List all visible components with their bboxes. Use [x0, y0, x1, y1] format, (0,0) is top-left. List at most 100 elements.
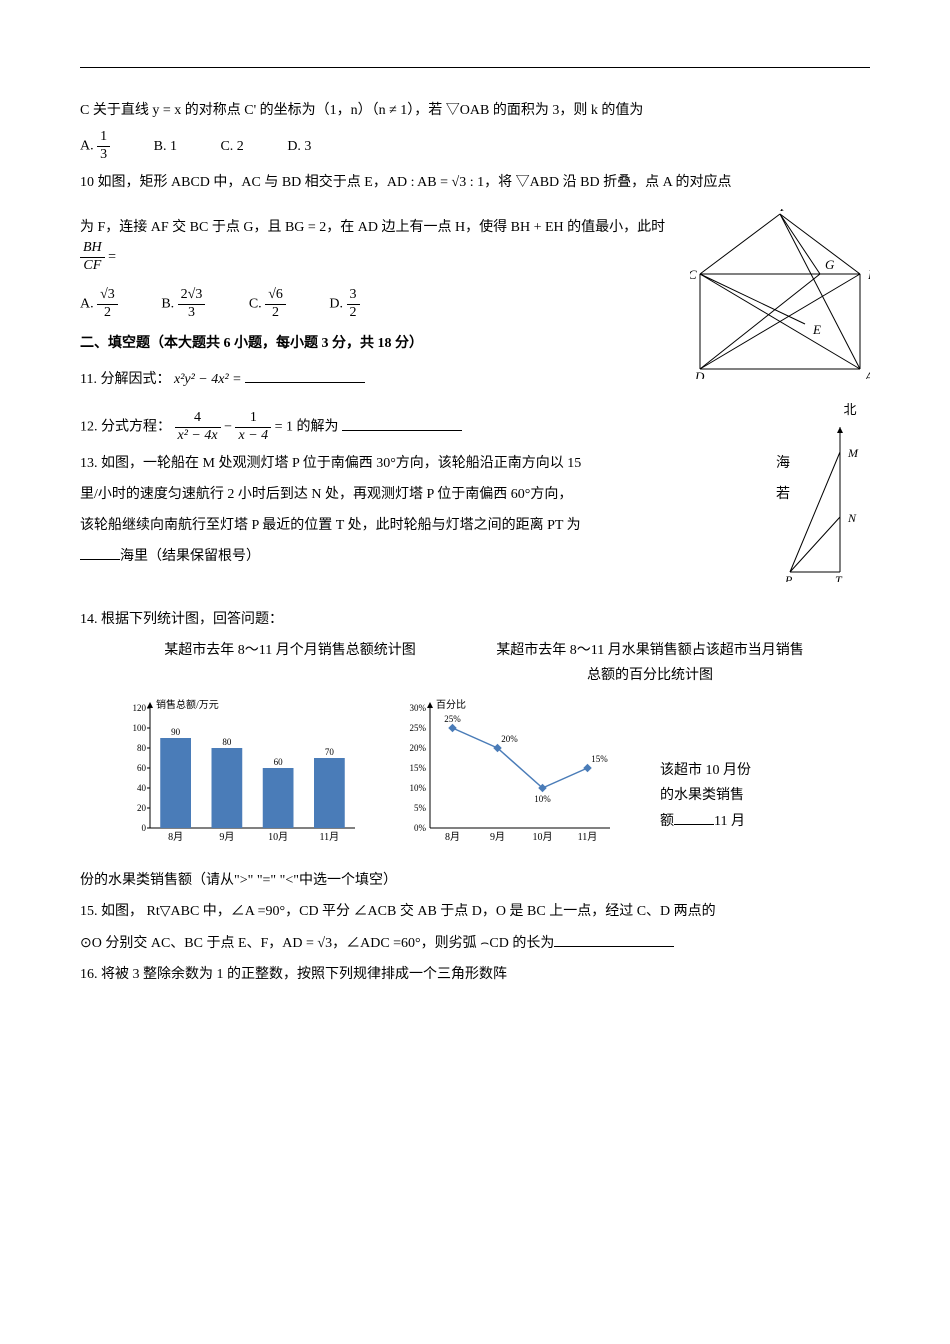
svg-text:百分比: 百分比	[436, 699, 466, 711]
d: 2	[265, 305, 286, 322]
q10-c: C. √62	[249, 287, 286, 322]
chart1-title: 某超市去年 8～11 月个月销售总额统计图	[140, 638, 440, 663]
svg-text:80: 80	[222, 737, 232, 747]
q10-options: A. √32 B. 2√33 C. √62 D. 32	[80, 287, 870, 322]
svg-text:80: 80	[137, 743, 147, 753]
n: 4	[175, 410, 221, 428]
chart2-title-l1: 某超市去年 8～11 月水果销售额占该超市当月销售	[470, 638, 830, 663]
bar-chart: 020406080100120销售总额/万元908月809月6010月7011月	[120, 698, 360, 858]
q11: 11. 分解因式： x²y² − 4x² =	[80, 367, 870, 392]
q9-opt-d: D. 3	[287, 134, 311, 159]
d: 2	[347, 305, 360, 322]
d: 2	[97, 305, 118, 322]
q14-tail: 份的水果类销售额（请从">" "=" "<"中选一个填空）	[80, 868, 870, 893]
blank	[554, 932, 674, 947]
lbl: C.	[249, 296, 262, 311]
q15-a: 15. 如图， Rt▽ABC 中，∠A =90°，CD 平分 ∠ACB 交 AB…	[80, 899, 870, 924]
lbl: B.	[161, 296, 174, 311]
f1: 4x² − 4x	[175, 410, 221, 445]
d: 3	[178, 305, 206, 322]
charts-row: 020406080100120销售总额/万元908月809月6010月7011月…	[120, 698, 870, 858]
minus: −	[224, 420, 235, 435]
svg-text:90: 90	[171, 727, 181, 737]
d: x − 4	[235, 428, 271, 445]
equals: =	[108, 250, 116, 265]
q9-opt-c: C. 2	[220, 134, 243, 159]
svg-text:20%: 20%	[410, 743, 427, 753]
svg-text:70: 70	[325, 747, 335, 757]
s3: 额 11 月	[660, 809, 751, 834]
svg-text:10%: 10%	[410, 783, 427, 793]
q13-l1: 13. 如图，一轮船在 M 处观测灯塔 P 位于南偏西 30°方向，该轮船沿正南…	[80, 451, 870, 476]
svg-text:10%: 10%	[534, 794, 551, 804]
chart2-title-l2: 总额的百分比统计图	[470, 663, 830, 688]
fraction: 13	[97, 129, 110, 164]
svg-text:F: F	[779, 209, 789, 214]
svg-text:10月: 10月	[533, 831, 553, 843]
text: 为 F，连接 AF 交 BC 于点 G，且 BG = 2，在 AD 边上有一点 …	[80, 220, 665, 235]
svg-text:25%: 25%	[410, 723, 427, 733]
svg-text:P: P	[784, 573, 793, 582]
text: 里/小时的速度匀速航行 2 小时后到达 N 处，再观测灯塔 P 位于南偏西 60…	[80, 487, 572, 502]
rtext: 海	[776, 451, 790, 476]
rtext: 若	[776, 482, 790, 507]
ratio: BHCF	[80, 240, 105, 275]
text: ⊙O 分别交 AC、BC 于点 E、F，AD = √3，∠ADC =60°，则劣…	[80, 936, 554, 951]
q9-options: A. 13 B. 1 C. 2 D. 3	[80, 129, 870, 164]
f2: 1x − 4	[235, 410, 271, 445]
opt-label: A.	[80, 139, 94, 154]
n: √6	[265, 287, 286, 305]
svg-text:11月: 11月	[320, 831, 340, 843]
n: √3	[97, 287, 118, 305]
q10-line1: 10 如图，矩形 ABCD 中，AC 与 BD 相交于点 E，AD : AB =…	[80, 170, 870, 195]
svg-text:E: E	[812, 322, 821, 337]
text: 13. 如图，一轮船在 M 处观测灯塔 P 位于南偏西 30°方向，该轮船沿正南…	[80, 456, 581, 471]
svg-text:8月: 8月	[168, 831, 183, 843]
svg-text:60: 60	[137, 763, 147, 773]
n: 1	[235, 410, 271, 428]
rhs: = 1 的解为	[275, 420, 342, 435]
s3a: 额	[660, 814, 674, 829]
s2: 的水果类销售	[660, 783, 751, 808]
svg-text:20%: 20%	[501, 734, 518, 744]
svg-text:15%: 15%	[410, 763, 427, 773]
expr: x²y² − 4x² =	[174, 372, 242, 387]
denominator: CF	[80, 258, 105, 275]
q13-l3: 该轮船继续向南航行至灯塔 P 最近的位置 T 处，此时轮船与灯塔之间的距离 PT…	[80, 513, 870, 538]
text: 海里（结果保留根号）	[120, 549, 260, 564]
svg-text:60: 60	[274, 757, 284, 767]
svg-text:120: 120	[133, 703, 147, 713]
q9-opt-a: A. 13	[80, 129, 110, 164]
s3b: 11 月	[714, 814, 745, 829]
q12: 12. 分式方程： 4x² − 4x − 1x − 4 = 1 的解为	[80, 410, 870, 445]
svg-text:9月: 9月	[490, 831, 505, 843]
blank	[80, 545, 120, 560]
label: 11. 分解因式：	[80, 372, 170, 387]
blank	[674, 810, 714, 825]
q9-opt-b: B. 1	[154, 134, 177, 159]
q10-a: A. √32	[80, 287, 118, 322]
top-rule	[80, 67, 870, 68]
svg-text:100: 100	[133, 723, 147, 733]
d: x² − 4x	[175, 428, 221, 445]
q10-d: D. 32	[329, 287, 359, 322]
lbl: A.	[80, 296, 94, 311]
svg-text:0: 0	[142, 823, 147, 833]
blank	[245, 368, 365, 383]
q13-l2: 里/小时的速度匀速航行 2 小时后到达 N 处，再观测灯塔 P 位于南偏西 60…	[80, 482, 870, 507]
n: 2√3	[178, 287, 206, 305]
svg-text:销售总额/万元: 销售总额/万元	[156, 698, 219, 711]
s1: 该超市 10 月份	[660, 758, 751, 783]
svg-text:20: 20	[137, 803, 147, 813]
q16: 16. 将被 3 整除余数为 1 的正整数，按照下列规律排成一个三角形数阵	[80, 962, 870, 987]
svg-text:10月: 10月	[268, 831, 288, 843]
q15-b: ⊙O 分别交 AC、BC 于点 E、F，AD = √3，∠ADC =60°，则劣…	[80, 931, 870, 956]
q14-head: 14. 根据下列统计图，回答问题：	[80, 607, 870, 632]
blank	[342, 416, 462, 431]
svg-text:8月: 8月	[445, 831, 460, 843]
denominator: 3	[97, 147, 110, 164]
numerator: BH	[80, 240, 105, 258]
chart2-title-wrap: 某超市去年 8～11 月水果销售额占该超市当月销售 总额的百分比统计图	[470, 638, 830, 688]
side-text: 该超市 10 月份 的水果类销售 额 11 月	[660, 758, 751, 834]
lbl: D.	[329, 296, 343, 311]
